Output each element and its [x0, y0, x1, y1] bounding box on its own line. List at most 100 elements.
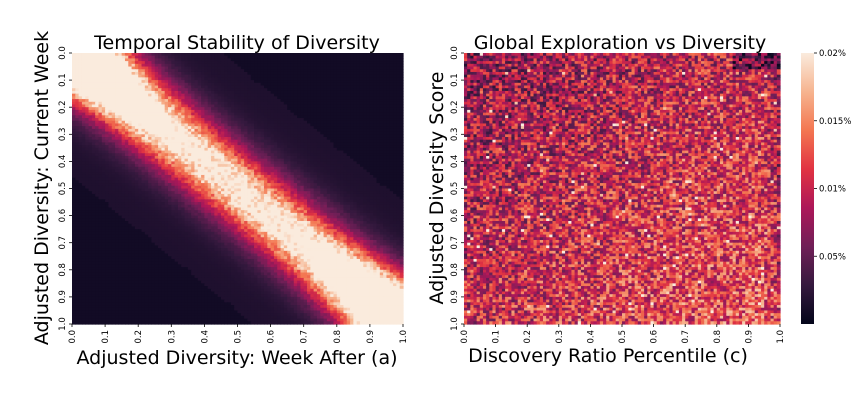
heatmap-cell: [197, 63, 202, 68]
heatmap-cell: [336, 77, 341, 81]
heatmap-cell: [151, 55, 156, 60]
heatmap-cell: [263, 58, 268, 62]
heatmap-cell: [369, 88, 374, 92]
heatmap-cell: [72, 71, 76, 76]
heatmap-cell: [230, 63, 235, 68]
heatmap-cell: [323, 85, 328, 89]
heatmap-cell: [260, 80, 265, 84]
heatmap-cell: [316, 80, 321, 84]
heatmap-cell: [270, 85, 275, 89]
heatmap-cell: [124, 61, 129, 65]
heatmap-cell: [267, 55, 272, 60]
heatmap-cell: [197, 71, 202, 76]
heatmap-cell: [340, 71, 345, 76]
heatmap-cell: [353, 80, 358, 84]
heatmap-cell: [396, 85, 401, 89]
heatmap-cell: [91, 85, 96, 89]
heatmap-cell: [333, 53, 338, 57]
heatmap-cell: [316, 53, 321, 57]
heatmap-cell: [98, 74, 103, 78]
heatmap-cell: [254, 58, 258, 62]
heatmap-cell: [75, 77, 80, 81]
heatmap-cell: [131, 58, 136, 62]
heatmap-cell: [187, 74, 192, 78]
heatmap-cell: [383, 69, 388, 73]
heatmap-cell: [128, 77, 133, 81]
heatmap-cell: [75, 66, 80, 70]
heatmap-cell: [154, 69, 159, 73]
heatmap-cell: [181, 80, 186, 84]
heatmap-cell: [389, 66, 394, 70]
heatmap-cell: [194, 53, 199, 57]
heatmap-cell: [191, 71, 196, 76]
heatmap-cell: [161, 61, 166, 65]
heatmap-cell: [396, 82, 401, 87]
heatmap-cell: [263, 85, 268, 89]
heatmap-cell: [300, 69, 305, 73]
heatmap-cell: [124, 77, 129, 81]
heatmap-cell: [75, 61, 80, 65]
heatmap-cell: [85, 63, 90, 68]
heatmap-cell: [399, 74, 404, 78]
heatmap-cell: [267, 71, 272, 76]
heatmap-cell: [376, 71, 381, 76]
heatmap-cell: [373, 82, 378, 87]
heatmap-cell: [197, 82, 202, 87]
heatmap-cell: [134, 80, 139, 84]
heatmap-cell: [359, 55, 364, 60]
heatmap-cell: [121, 88, 126, 92]
heatmap-cell: [148, 58, 153, 62]
heatmap-cell: [393, 80, 397, 84]
heatmap-cell: [310, 85, 315, 89]
heatmap-cell: [369, 61, 374, 65]
heatmap-cell: [310, 58, 315, 62]
heatmap-cell: [138, 80, 143, 84]
heatmap-cell: [350, 85, 354, 89]
heatmap-cell: [174, 71, 179, 76]
heatmap-cell: [363, 74, 368, 78]
heatmap-cell: [297, 55, 301, 60]
heatmap-cell: [386, 77, 391, 81]
heatmap-cell: [105, 66, 110, 70]
heatmap-cell: [260, 66, 265, 70]
heatmap-cell: [230, 77, 235, 81]
heatmap-cell: [204, 71, 209, 76]
heatmap-cell: [323, 82, 328, 87]
heatmap-cell: [366, 77, 371, 81]
heatmap-cell: [187, 77, 192, 81]
heatmap-cell: [247, 82, 252, 87]
heatmap-cell: [300, 71, 305, 76]
heatmap-cell: [359, 63, 364, 68]
heatmap-cell: [356, 88, 361, 92]
heatmap-cell: [244, 71, 249, 76]
heatmap-cell: [177, 66, 182, 70]
heatmap-cell: [184, 82, 189, 87]
heatmap-cell: [158, 80, 162, 84]
heatmap-cell: [356, 80, 361, 84]
heatmap-cell: [88, 71, 93, 76]
heatmap-cell: [164, 77, 169, 81]
heatmap-cell: [204, 85, 209, 89]
heatmap-cell: [184, 80, 189, 84]
heatmap-cell: [131, 88, 136, 92]
heatmap-cell: [333, 61, 338, 65]
heatmap-cell: [121, 77, 126, 81]
heatmap-cell: [366, 53, 371, 57]
heatmap-cell: [81, 58, 86, 62]
heatmap-cell: [369, 55, 374, 60]
heatmap-cell: [118, 63, 123, 68]
heatmap-cell: [141, 71, 146, 76]
heatmap-cell: [78, 63, 83, 68]
heatmap-cell: [340, 80, 345, 84]
heatmap-cell: [273, 77, 278, 81]
heatmap-cell: [273, 74, 278, 78]
heatmap-cell: [293, 85, 298, 89]
heatmap-cell: [290, 77, 295, 81]
heatmap-cell: [254, 82, 258, 87]
heatmap-cell: [75, 88, 80, 92]
heatmap-cell: [197, 58, 202, 62]
heatmap-cell: [131, 63, 136, 68]
heatmap-cell: [194, 74, 199, 78]
heatmap-cell: [244, 85, 249, 89]
heatmap-cell: [88, 69, 93, 73]
